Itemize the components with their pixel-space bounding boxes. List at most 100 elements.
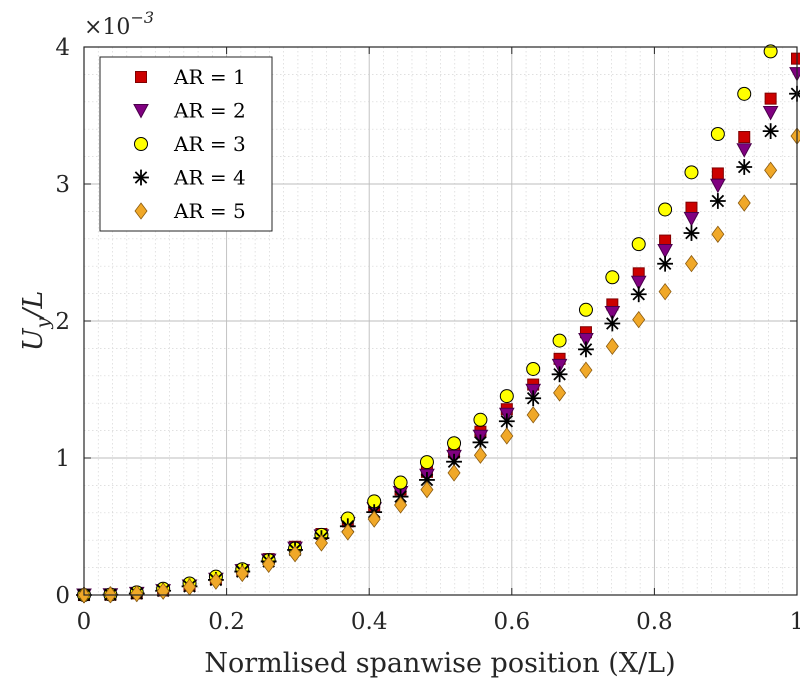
x-tick-label: 0.4: [351, 609, 388, 635]
data-point: [632, 310, 646, 329]
data-point: [764, 161, 778, 179]
data-point: [737, 194, 751, 212]
data-point: [657, 255, 673, 272]
y-tick-label: 0: [55, 583, 70, 609]
asterisk-stroke: [447, 455, 461, 468]
series-ar-5: [77, 127, 800, 604]
asterisk-stroke: [764, 124, 777, 138]
legend-marker: [133, 104, 149, 119]
legend-marker: [133, 169, 149, 186]
data-point: [658, 202, 673, 217]
legend-box: [99, 56, 273, 232]
asterisk-stroke: [711, 194, 725, 208]
legend-entry: AR = 2: [133, 99, 246, 123]
y-axis-multiplier: ×10−3: [84, 8, 154, 40]
data-point: [604, 306, 621, 321]
y-tick-labels: 0 1 2 3 4: [55, 35, 70, 609]
data-point: [314, 534, 328, 552]
x-tick-labels: 0 0.2 0.4 0.6 0.8 1: [77, 609, 800, 635]
data-point: [553, 384, 567, 402]
data-point: [658, 283, 672, 301]
asterisk-stroke: [579, 343, 593, 356]
legend-entry: AR = 1: [135, 65, 246, 89]
asterisk-stroke: [606, 317, 619, 330]
y-tick-label: 2: [55, 309, 70, 335]
asterisk-stroke: [737, 160, 751, 174]
data-point: [419, 455, 434, 470]
y-axis-label-subscript: y: [32, 318, 54, 330]
data-point: [526, 406, 540, 424]
data-point: [578, 302, 593, 317]
legend-label: AR = 3: [173, 132, 246, 156]
data-point: [472, 434, 489, 451]
data-point: [367, 510, 381, 528]
data-point: [605, 270, 620, 285]
data-point: [710, 126, 725, 141]
data-point: [630, 275, 647, 291]
data-point: [736, 143, 753, 158]
data-point: [684, 165, 699, 180]
data-point: [710, 178, 726, 194]
data-point: [551, 358, 568, 374]
asterisk-stroke: [658, 257, 672, 271]
legend: AR = 1 AR = 2 AR = 3 AR = 4 AR = 5: [99, 56, 273, 232]
data-point: [130, 584, 144, 603]
legend-label: AR = 5: [173, 199, 246, 223]
legend-entry: AR = 3: [134, 132, 246, 156]
asterisk-stroke: [474, 436, 487, 449]
asterisk-stroke: [420, 473, 434, 487]
data-point: [288, 545, 302, 563]
data-point: [447, 436, 462, 451]
data-point: [394, 496, 408, 514]
data-point: [762, 123, 779, 140]
data-point: [630, 286, 647, 303]
asterisk-stroke: [134, 171, 148, 184]
y-tick-label: 1: [55, 446, 70, 472]
legend-label: AR = 2: [173, 99, 246, 123]
data-point: [473, 412, 488, 427]
x-tick-label: 0.8: [636, 609, 673, 635]
data-point: [683, 225, 700, 241]
data-point: [764, 92, 777, 105]
data-point: [709, 193, 726, 209]
y-axis-label-main: U: [18, 327, 49, 351]
data-point: [736, 159, 753, 175]
data-point: [500, 427, 514, 445]
legend-entry: AR = 4: [133, 166, 246, 190]
asterisk-stroke: [526, 391, 540, 405]
data-point: [578, 341, 594, 358]
data-point: [551, 366, 568, 383]
data-point: [526, 361, 541, 376]
data-point: [393, 475, 408, 490]
y-tick-label: 4: [55, 35, 70, 61]
asterisk-stroke: [685, 226, 698, 240]
data-point: [657, 243, 673, 259]
x-tick-label: 0.2: [208, 609, 245, 635]
axis-ticks: [83, 46, 798, 596]
legend-entries: AR = 1 AR = 2 AR = 3 AR = 4 AR = 5: [133, 65, 246, 223]
data-point: [209, 572, 223, 590]
x-tick-label: 1: [790, 609, 800, 635]
data-point: [447, 464, 461, 482]
data-point: [525, 390, 542, 407]
data-point: [738, 131, 751, 144]
legend-label: AR = 1: [173, 65, 246, 89]
y-tick-label: 3: [55, 172, 70, 198]
minor-grid: [84, 47, 797, 595]
legend-marker: [134, 137, 148, 151]
asterisk-stroke: [553, 368, 566, 381]
data-point: [683, 212, 700, 227]
data-point: [763, 44, 778, 59]
x-tick-label: 0.6: [494, 609, 531, 635]
y-axis-label-rest: /L: [18, 291, 49, 321]
data-point: [631, 237, 646, 252]
data-point: [737, 86, 752, 101]
asterisk-stroke: [632, 288, 645, 301]
data-point: [419, 472, 435, 488]
data-point: [711, 167, 724, 180]
data-markers: [76, 44, 800, 604]
data-point: [341, 523, 355, 541]
legend-marker: [135, 71, 147, 83]
data-point: [579, 361, 593, 379]
